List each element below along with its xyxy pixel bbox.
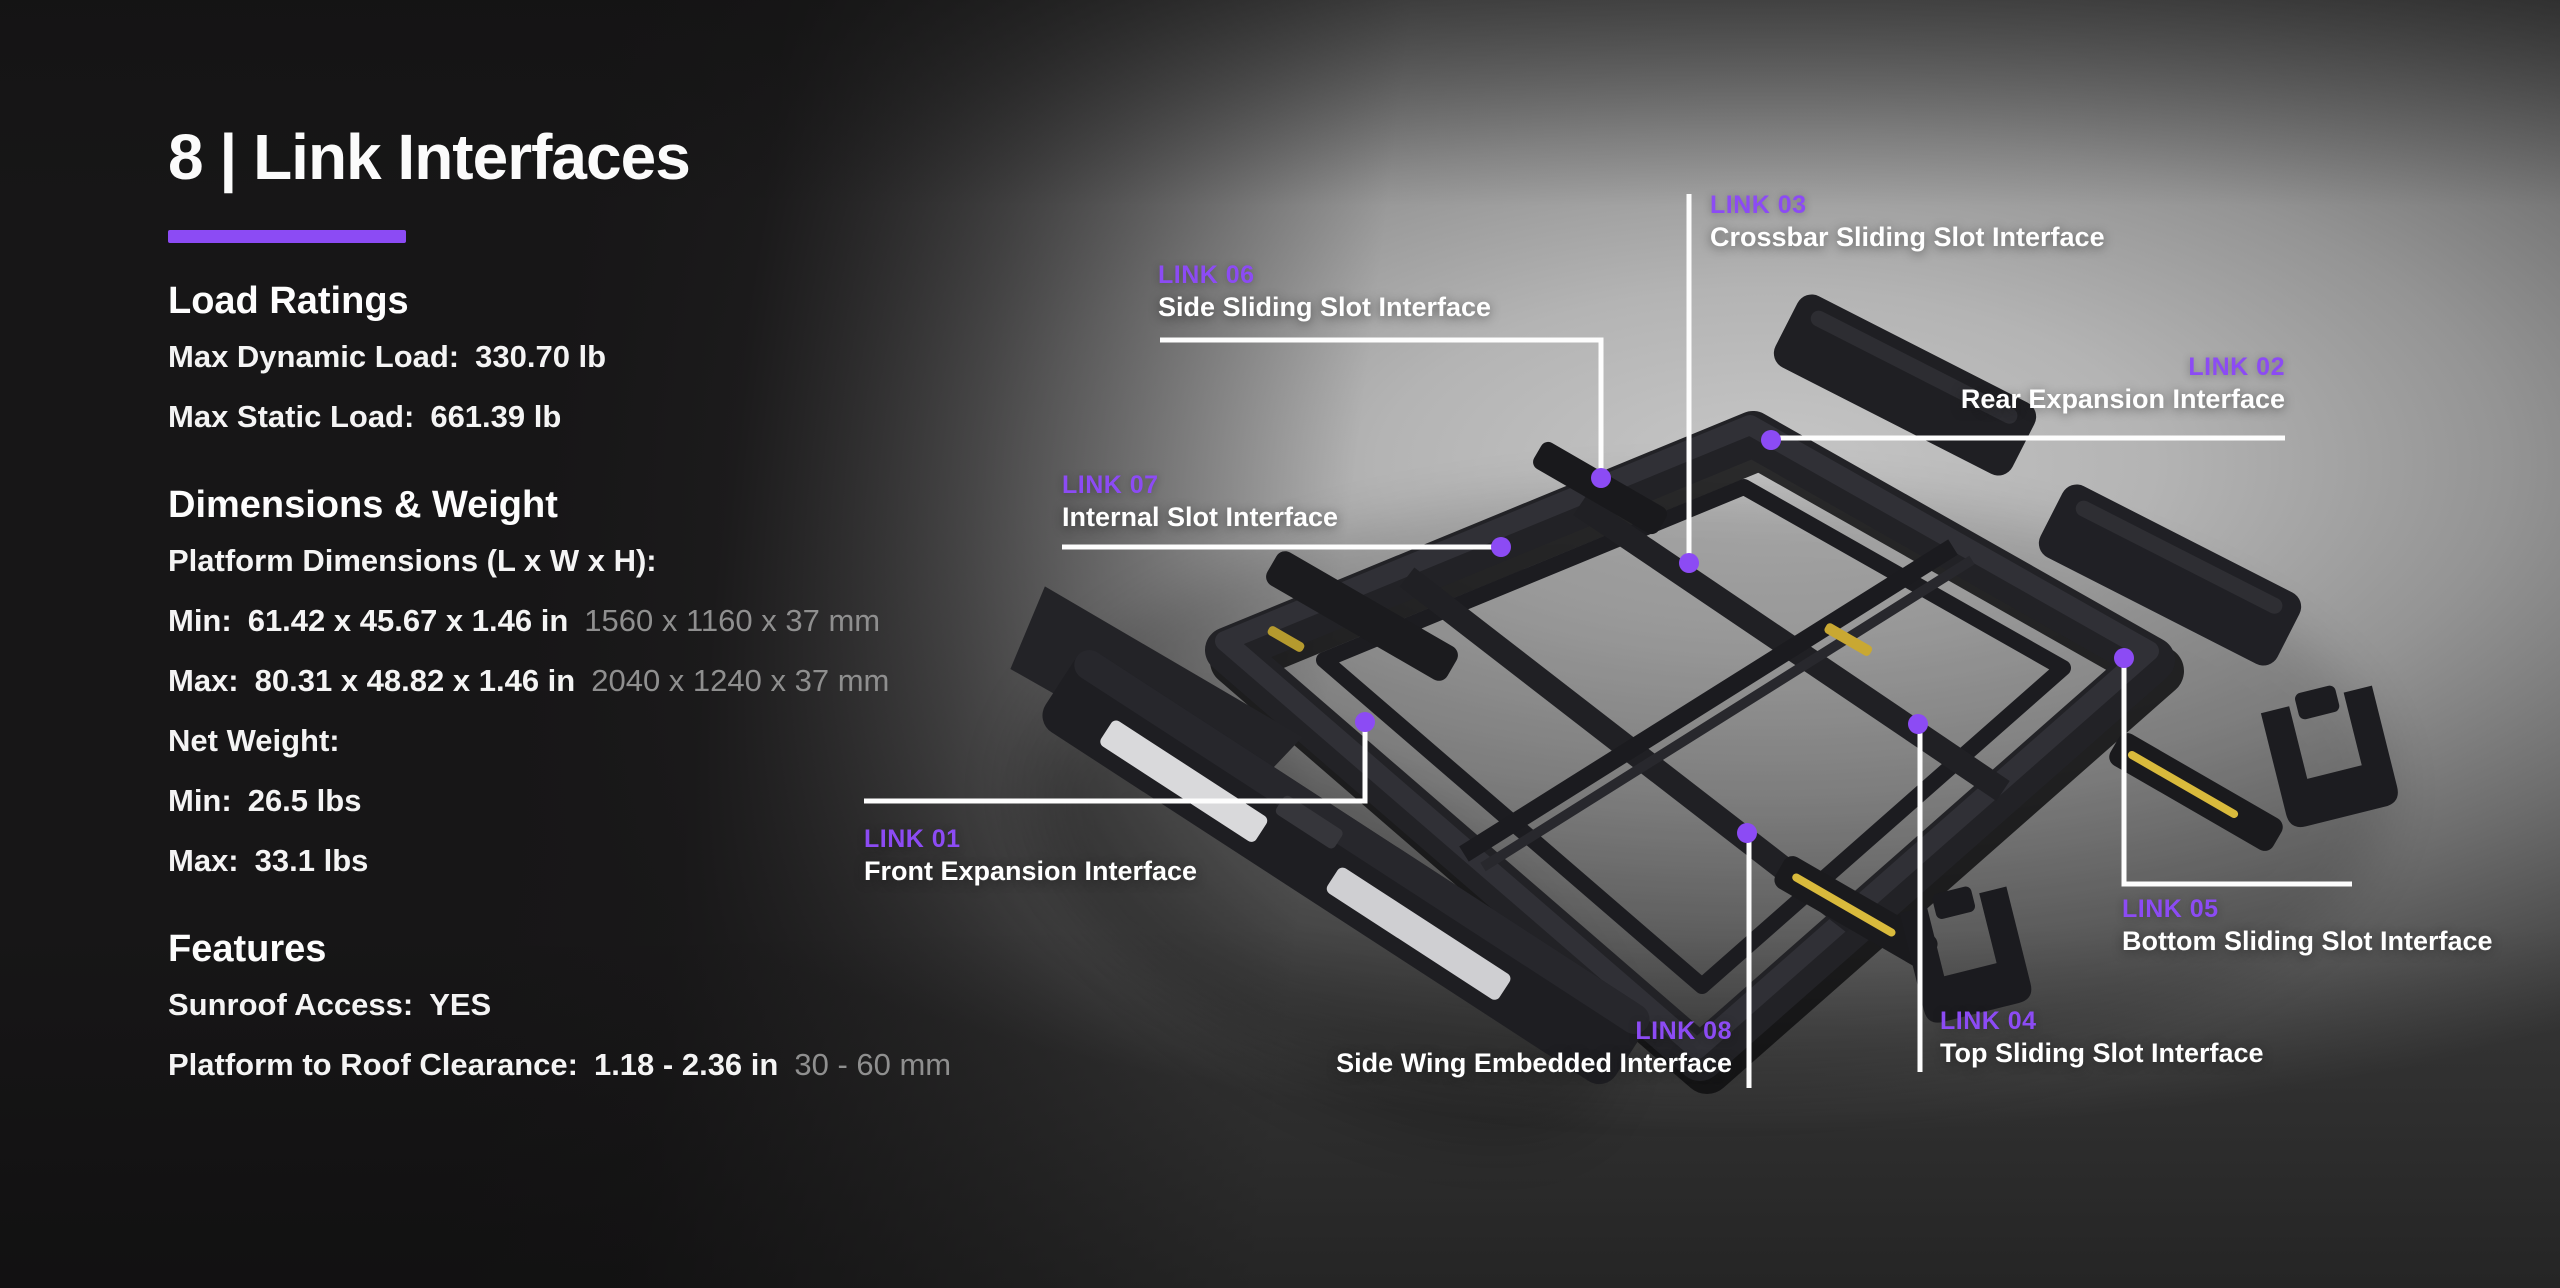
callout-name-link-03: Crossbar Sliding Slot Interface [1710, 222, 2105, 252]
callout-line-link-05 [2121, 658, 2352, 887]
spec-row-weight-min: Min: 26.5 lbs [168, 783, 362, 818]
front-expansion-bar [1042, 649, 1650, 1085]
callout-link-01: LINK 01 Front Expansion Interface [864, 824, 1197, 888]
callout-dot-link-02 [1761, 430, 1781, 450]
callout-line-link-01 [864, 724, 1368, 804]
callout-dot-link-07 [1491, 537, 1511, 557]
rear-deflector [1773, 294, 2037, 476]
section-heading-dimensions: Dimensions & Weight [168, 484, 558, 526]
spec-row-dimensions-max: Max: 80.31 x 48.82 x 1.46 in 2040 x 1240 x… [168, 663, 890, 698]
callout-code-link-01: LINK 01 [864, 825, 961, 853]
callout-line-link-06 [1160, 337, 1604, 478]
callout-name-link-08: Side Wing Embedded Interface [1336, 1048, 1732, 1078]
spec-row-max-dynamic-load: Max Dynamic Load: 330.70 lb [168, 339, 607, 374]
callout-name-link-04: Top Sliding Slot Interface [1940, 1038, 2264, 1068]
callout-link-06: LINK 06 Side Sliding Slot Interface [1158, 260, 1491, 324]
side-slot-bar [1533, 441, 1667, 535]
callout-name-link-05: Bottom Sliding Slot Interface [2122, 926, 2493, 956]
slide-rail-yellow-right [2109, 733, 2283, 851]
callout-link-03: LINK 03 Crossbar Sliding Slot Interface [1710, 190, 2105, 254]
rear-deflector-right [2038, 484, 2302, 666]
callout-dot-link-03 [1679, 553, 1699, 573]
spec-row-platform-dimensions: Platform Dimensions (L x W x H): [168, 543, 657, 578]
side-slot-bar-left [1266, 551, 1458, 681]
callout-dot-link-01 [1355, 712, 1375, 732]
callout-name-link-06: Side Sliding Slot Interface [1158, 292, 1492, 322]
spec-row-net-weight: Net Weight: [168, 723, 340, 758]
callout-link-02: LINK 02 Rear Expansion Interface [1961, 352, 2285, 416]
callout-link-08: LINK 08 Side Wing Embedded Interface [1336, 1016, 1732, 1080]
callout-code-link-02: LINK 02 [2188, 353, 2285, 381]
callout-code-link-05: LINK 05 [2122, 895, 2219, 923]
spec-row-dimensions-min: Min: 61.42 x 45.67 x 1.46 in 1560 x 1160 x… [168, 603, 881, 638]
callout-dot-link-05 [2114, 648, 2134, 668]
callout-link-07: LINK 07 Internal Slot Interface [1062, 470, 1338, 534]
callout-link-04: LINK 04 Top Sliding Slot Interface [1940, 1006, 2264, 1070]
title-underline [168, 230, 406, 243]
spec-row-roof-clearance: Platform to Roof Clearance: 1.18 - 2.36 i… [168, 1047, 952, 1082]
callout-code-link-07: LINK 07 [1062, 471, 1159, 499]
page-title: 8 | Link Interfaces [168, 121, 691, 193]
platform-frame [1205, 411, 2184, 1094]
callout-name-link-01: Front Expansion Interface [864, 856, 1198, 886]
callout-dot-link-06 [1591, 468, 1611, 488]
mounting-bracket-1 [1899, 886, 2032, 1023]
spec-row-max-static-load: Max Static Load: 661.39 lb [168, 399, 562, 434]
spec-row-weight-max: Max: 33.1 lbs [168, 843, 369, 878]
spec-panel: 8 | Link Interfaces Load Ratings Max Dyn… [168, 120, 1288, 1095]
callout-code-link-06: LINK 06 [1158, 261, 1255, 289]
section-heading-features: Features [168, 928, 327, 970]
callout-code-link-08: LINK 08 [1635, 1017, 1732, 1045]
callout-dot-link-04 [1908, 714, 1928, 734]
callout-link-05: LINK 05 Bottom Sliding Slot Interface [2122, 894, 2493, 958]
slide-rail-yellow-bottom [1774, 856, 1938, 968]
callout-name-link-07: Internal Slot Interface [1062, 502, 1339, 532]
spec-row-sunroof-access: Sunroof Access: YES [168, 987, 492, 1022]
mounting-bracket-2 [2260, 685, 2398, 828]
callout-dot-link-08 [1737, 823, 1757, 843]
section-heading-load-ratings: Load Ratings [168, 280, 409, 322]
center-rail [1459, 539, 1958, 862]
callout-code-link-03: LINK 03 [1710, 191, 1807, 219]
callout-name-link-02: Rear Expansion Interface [1960, 384, 2285, 414]
callout-code-link-04: LINK 04 [1940, 1007, 2037, 1035]
